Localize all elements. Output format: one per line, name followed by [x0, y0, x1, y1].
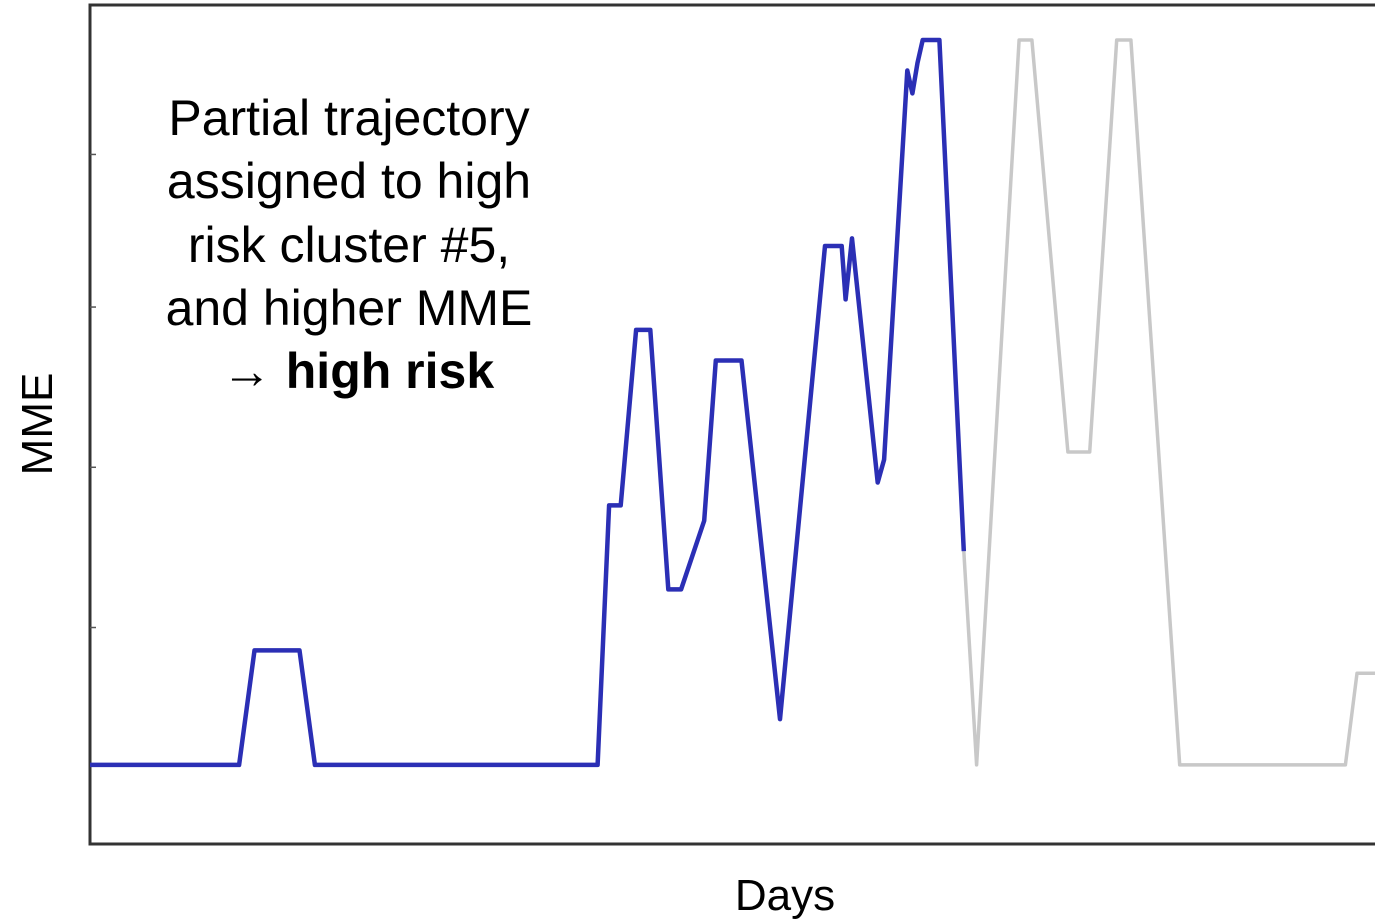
- x-axis-label: Days: [735, 871, 835, 919]
- annotation-line-3: risk cluster #5,: [188, 217, 510, 273]
- annotation: Partial trajectory assigned to high risk…: [166, 90, 533, 399]
- series-line-0: [90, 37, 967, 768]
- plot-frame: [88, 3, 1375, 846]
- annotation-line-2: assigned to high: [167, 153, 531, 209]
- series-layer: [90, 37, 1375, 768]
- annotation-line-1: Partial trajectory: [168, 90, 529, 146]
- annotation-line-5: → high risk: [222, 343, 494, 399]
- high-risk-label: high risk: [286, 343, 495, 399]
- y-axis-label: MME: [13, 373, 62, 476]
- arrow-glyph: →: [222, 343, 272, 399]
- annotation-line-4: and higher MME: [166, 280, 533, 336]
- series-line-1: [962, 38, 1375, 767]
